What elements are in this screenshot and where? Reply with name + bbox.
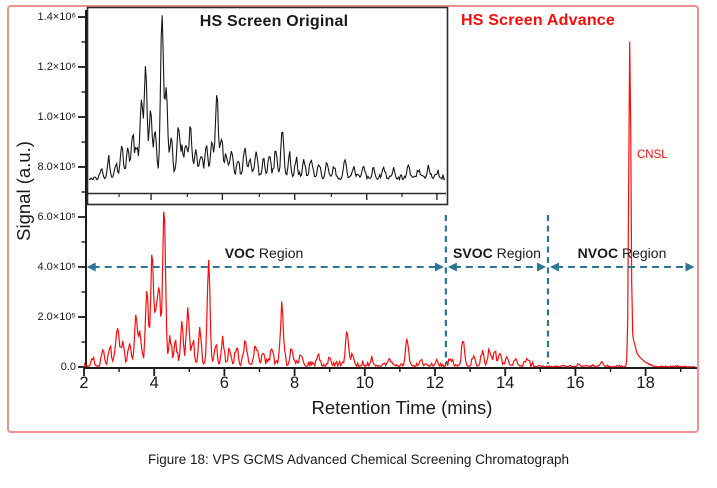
x-tick-label: 10 (355, 374, 374, 392)
svoc-region-label: SVOC Region (453, 245, 541, 261)
region-arrow-head-right (537, 262, 547, 272)
voc-region-label-bold: VOC (224, 245, 256, 261)
x-tick-label: 16 (566, 374, 585, 392)
x-tick-label: 2 (79, 374, 89, 392)
x-tick-label: 12 (425, 374, 445, 392)
svoc-region-label-rest: Region (492, 245, 541, 261)
nvoc-region-label: NVOC Region (578, 245, 667, 261)
main-title: HS Screen Advance (461, 12, 615, 29)
x-tick-label: 4 (149, 374, 159, 392)
region-arrow-head-left (550, 262, 560, 272)
x-tick-label: 6 (219, 374, 229, 392)
x-tick-label: 14 (496, 374, 515, 392)
x-tick-label: 8 (290, 374, 300, 392)
nvoc-region-label-rest: Region (618, 245, 667, 261)
x-axis-title: Retention Time (mins) (311, 397, 493, 418)
y-tick-label: 1.0×10⁶ (37, 111, 76, 123)
y-tick-label: 8.0×10⁵ (37, 161, 76, 173)
y-axis-title: Signal (a.u.) (13, 141, 34, 241)
region-arrow-head-right (434, 262, 444, 272)
y-tick-label: 0.0 (60, 361, 76, 373)
x-tick-label: 18 (636, 374, 655, 392)
y-tick-label: 4.0×10⁵ (37, 261, 76, 273)
figure-caption: Figure 18: VPS GCMS Advanced Chemical Sc… (148, 452, 569, 467)
inset-title: HS Screen Original (199, 13, 349, 30)
voc-region-label: VOC Region (225, 245, 304, 261)
region-arrow-head-right (685, 262, 695, 272)
region-arrow-head-left (86, 262, 96, 272)
nvoc-region-label-bold: NVOC (577, 245, 619, 261)
region-arrow-head-left (447, 262, 457, 272)
cnsl-peak-label: CNSL (637, 149, 668, 161)
y-tick-label: 1.2×10⁶ (37, 61, 76, 73)
voc-region-label-rest: Region (255, 245, 304, 261)
y-tick-label: 2.0×10⁵ (37, 311, 76, 323)
advance-trace-path (84, 41, 695, 369)
y-tick-label: 6.0×10⁵ (37, 211, 76, 223)
y-tick-label: 1.4×10⁶ (37, 11, 76, 23)
inset-trace-path (88, 15, 446, 182)
svoc-region-label-bold: SVOC (453, 245, 493, 261)
